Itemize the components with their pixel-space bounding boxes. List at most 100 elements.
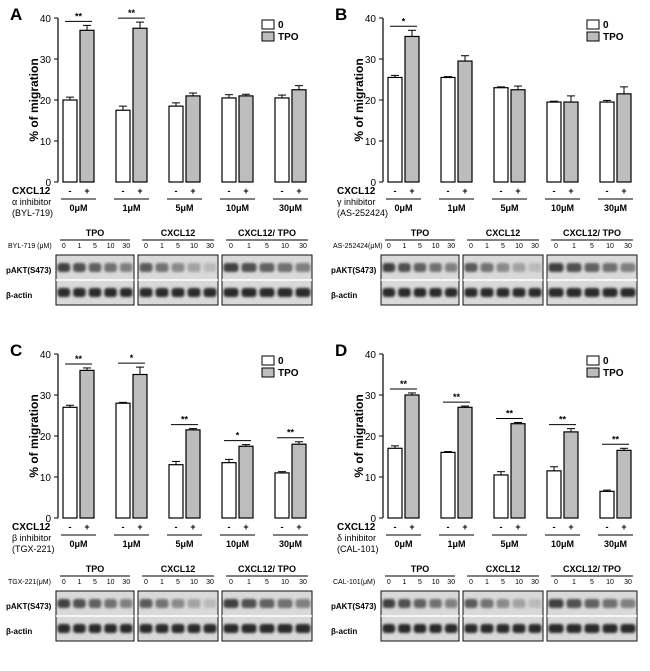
band-actin — [398, 624, 411, 633]
cxcl12-sign: + — [296, 522, 301, 532]
y-tick-label: 30 — [40, 391, 52, 402]
blot-group-label: CXCL12 — [486, 564, 521, 574]
band-actin — [413, 624, 427, 633]
y-tick-label: 0 — [370, 178, 376, 189]
cxcl12-sign: - — [122, 186, 125, 196]
cxcl12-sign: - — [447, 522, 450, 532]
band-pakt — [119, 599, 133, 608]
band-pakt — [398, 263, 411, 272]
dose-label: 1μM — [122, 539, 140, 549]
band-pakt — [512, 599, 526, 608]
bar-0-1 — [440, 451, 456, 519]
cxcl12-sign: + — [568, 186, 573, 196]
band-actin — [566, 624, 582, 633]
dose-label: 5μM — [175, 539, 193, 549]
band-actin — [203, 288, 217, 297]
band-pakt — [171, 263, 185, 272]
legend-label-0: 0 — [278, 356, 284, 367]
band-pakt — [398, 599, 411, 608]
bar-tpo-3 — [238, 95, 254, 183]
band-actin — [566, 288, 582, 297]
blot-lane-label: 10 — [190, 243, 198, 250]
band-pakt — [259, 599, 275, 608]
dose-label: 10μM — [551, 203, 574, 213]
band-pakt — [602, 599, 618, 608]
band-pakt — [57, 263, 71, 272]
band-actin — [398, 288, 411, 297]
sig-marker: * — [402, 16, 406, 26]
band-actin — [382, 624, 396, 633]
blot-row-label-actin: β-actin — [6, 627, 32, 636]
band-actin — [464, 624, 478, 633]
band-actin — [528, 624, 542, 633]
row-inhibitor-name: (BYL-719) — [12, 208, 53, 218]
band-actin — [119, 288, 133, 297]
bar-tpo-1 — [457, 60, 473, 183]
legend-swatch-tpo — [586, 367, 600, 378]
band-actin — [496, 624, 510, 633]
band-actin — [155, 288, 169, 297]
cxcl12-sign: + — [621, 522, 626, 532]
band-pakt — [496, 599, 510, 608]
blot-lane-label: 0 — [229, 243, 233, 250]
band-actin — [295, 624, 311, 633]
blot-row-label-actin: β-actin — [6, 291, 32, 300]
dose-label: 1μM — [447, 203, 465, 213]
dose-label: 10μM — [226, 539, 249, 549]
dose-label: 30μM — [604, 539, 627, 549]
cxcl12-sign: + — [137, 186, 142, 196]
band-actin — [104, 624, 117, 633]
blot-lane-label: 10 — [432, 579, 440, 586]
band-actin — [444, 624, 458, 633]
blot-lane-label: 30 — [206, 579, 214, 586]
blot-group-label: TPO — [411, 228, 430, 238]
band-pakt — [382, 263, 396, 272]
band-actin — [203, 624, 217, 633]
blot-lane-label: 1 — [77, 579, 81, 586]
sig-marker: ** — [559, 415, 567, 425]
band-actin — [480, 624, 494, 633]
band-pakt — [429, 263, 442, 272]
band-pakt — [584, 599, 600, 608]
y-tick-label: 10 — [365, 137, 377, 148]
blot-lane-label: 1 — [402, 243, 406, 250]
blot-lane-label: 30 — [624, 579, 632, 586]
band-actin — [620, 288, 636, 297]
bar-0-0 — [62, 406, 78, 519]
blot-lane-label: 10 — [606, 579, 614, 586]
legend-label-0: 0 — [278, 20, 284, 31]
y-tick-label: 40 — [365, 14, 377, 25]
bar-0-3 — [221, 462, 237, 519]
bar-0-1 — [440, 76, 456, 183]
band-actin — [104, 288, 117, 297]
blot-lane-label: 30 — [447, 243, 455, 250]
blot-row-label-pakt: pAKT(S473) — [6, 266, 52, 275]
blot-lane-label: 0 — [387, 243, 391, 250]
blot-group-label: CXCL12/ TPO — [238, 564, 296, 574]
blot-lane-label: 30 — [531, 243, 539, 250]
band-actin — [171, 624, 185, 633]
band-actin — [187, 288, 201, 297]
y-tick-label: 30 — [365, 55, 377, 66]
band-pakt — [104, 263, 117, 272]
cxcl12-sign: + — [462, 522, 467, 532]
band-pakt — [223, 263, 239, 272]
cxcl12-sign: + — [409, 522, 414, 532]
bar-tpo-1 — [457, 406, 473, 519]
y-tick-label: 20 — [40, 432, 52, 443]
panel-letter: A — [10, 5, 22, 24]
bar-tpo-4 — [291, 443, 307, 519]
cxcl12-sign: + — [84, 186, 89, 196]
bar-tpo-3 — [238, 445, 254, 519]
cxcl12-sign: - — [175, 186, 178, 196]
cxcl12-sign: - — [69, 186, 72, 196]
dose-label: 0μM — [69, 539, 87, 549]
cxcl12-sign: + — [84, 522, 89, 532]
blot-lane-label: 1 — [77, 243, 81, 250]
bar-tpo-3 — [563, 431, 579, 519]
y-tick-label: 40 — [365, 350, 377, 361]
band-actin — [584, 624, 600, 633]
y-tick-label: 20 — [365, 96, 377, 107]
cxcl12-sign: - — [447, 186, 450, 196]
